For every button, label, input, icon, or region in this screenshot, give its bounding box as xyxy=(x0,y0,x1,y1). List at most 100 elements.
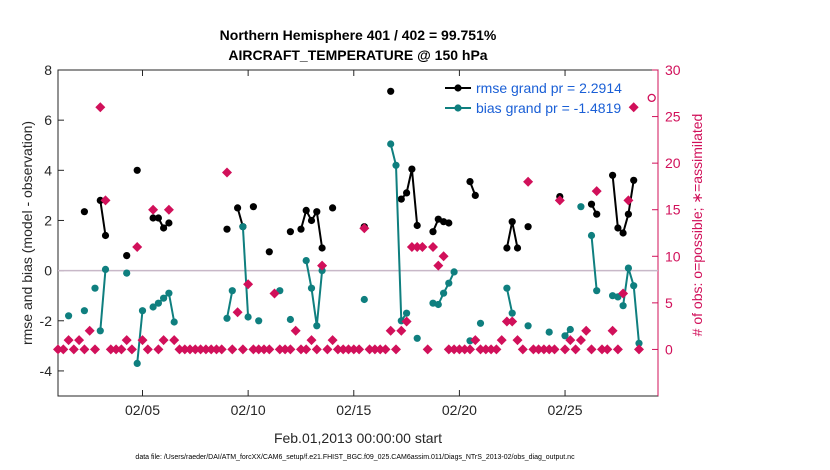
obs-count-point xyxy=(565,335,576,346)
bias-line-segment xyxy=(136,310,144,364)
bias-point xyxy=(450,268,458,276)
obs-count-point xyxy=(607,325,618,336)
obs-count-point xyxy=(285,344,296,355)
y2-axis-label: # of obs: o=possible; ∗=assimilated xyxy=(689,114,705,337)
obs-count-point xyxy=(501,316,512,327)
obs-count-point xyxy=(417,242,428,252)
bias-point xyxy=(413,334,421,342)
y-tick-label: 8 xyxy=(44,62,52,78)
obs-count-point xyxy=(169,335,180,346)
rmse-point xyxy=(329,204,337,212)
obs-count-point xyxy=(58,344,69,355)
x-tick-label: 02/25 xyxy=(548,402,583,418)
obs-count-point xyxy=(618,288,629,299)
obs-count-point xyxy=(375,344,386,355)
obs-count-point xyxy=(148,204,159,215)
obs-count-point xyxy=(422,344,433,355)
y2-tick-label: 15 xyxy=(665,202,681,218)
rmse-point xyxy=(160,224,168,232)
obs-count-point xyxy=(391,344,401,355)
obs-count-point xyxy=(195,344,206,355)
y2-tick-label: 0 xyxy=(665,341,673,357)
bias-point xyxy=(154,299,162,307)
y-tick-label: 6 xyxy=(44,112,52,128)
obs-count-point xyxy=(216,344,227,355)
obs-count-point xyxy=(317,260,328,271)
plot-area xyxy=(57,69,659,397)
obs-count-point xyxy=(396,325,407,336)
rmse-point xyxy=(508,218,516,226)
bias-point xyxy=(635,339,643,347)
obs-count-point xyxy=(433,260,444,271)
obs-count-point xyxy=(132,242,143,252)
obs-count-point xyxy=(507,316,518,327)
rmse-point xyxy=(80,208,88,216)
obs-count-point xyxy=(465,344,475,355)
rmse-point xyxy=(297,225,305,233)
obs-count-point xyxy=(274,344,285,355)
bias-point xyxy=(508,309,516,317)
obs-count-point xyxy=(449,344,460,355)
x-tick-label: 02/10 xyxy=(231,402,266,418)
bias-point xyxy=(624,264,633,272)
obs-count-point xyxy=(348,344,359,355)
obs-count-point xyxy=(153,344,164,355)
y-tick-label: 4 xyxy=(44,162,52,178)
bias-line-segment xyxy=(241,226,250,318)
obs-count-point xyxy=(533,344,544,355)
bias-point xyxy=(123,269,131,277)
rmse-point xyxy=(593,210,601,218)
bias-point xyxy=(101,265,110,273)
bias-point xyxy=(244,313,252,321)
obs-count-point xyxy=(602,344,613,355)
obs-count-point xyxy=(401,316,412,327)
obs-count-point xyxy=(100,195,111,206)
bias-point xyxy=(286,315,294,324)
legend-bias-marker xyxy=(454,104,462,112)
rmse-point xyxy=(619,229,627,237)
bias-point xyxy=(577,203,585,211)
bias-point xyxy=(440,289,448,297)
bias-point xyxy=(65,312,73,320)
legend-rmse-marker xyxy=(454,84,462,92)
rmse-point xyxy=(471,191,479,199)
obs-count-point xyxy=(385,325,396,336)
rmse-point xyxy=(397,195,405,203)
bias-point xyxy=(223,314,231,322)
rmse-point xyxy=(165,219,173,227)
bias-point xyxy=(503,284,511,292)
obs-count-point xyxy=(597,344,607,355)
bias-point xyxy=(228,287,236,295)
rmse-point xyxy=(149,214,157,222)
bias-point xyxy=(96,327,104,335)
bias-point xyxy=(619,302,627,310)
bias-point xyxy=(313,322,321,330)
obs-count-point xyxy=(512,335,523,346)
rmse-point xyxy=(318,244,326,252)
obs-count-point xyxy=(634,344,644,355)
bias-point xyxy=(239,223,247,231)
obs-count-point xyxy=(79,344,90,355)
obs-count-point xyxy=(354,344,365,355)
y-tick-label: 2 xyxy=(44,212,52,228)
x-tick-label: 02/20 xyxy=(442,402,477,418)
obs-count-point xyxy=(142,344,153,355)
rmse-point xyxy=(286,228,294,236)
bias-line-segment xyxy=(590,235,598,291)
rmse-point xyxy=(466,178,474,186)
rmse-point xyxy=(154,214,162,222)
obs-count-point xyxy=(470,335,481,346)
obs-count-point xyxy=(480,344,491,355)
bias-line-segment xyxy=(226,290,234,319)
y-tick-label: -4 xyxy=(40,363,53,379)
bias-line-segment xyxy=(157,291,176,323)
obs-count-point xyxy=(237,344,248,355)
obs-count-point xyxy=(528,344,539,355)
obs-count-point xyxy=(412,242,423,252)
obs-count-point xyxy=(438,251,449,262)
legend-bias-label: bias grand pr = -1.4819 xyxy=(476,100,621,116)
rmse-point xyxy=(96,196,104,204)
bias-line-segment xyxy=(505,287,514,314)
